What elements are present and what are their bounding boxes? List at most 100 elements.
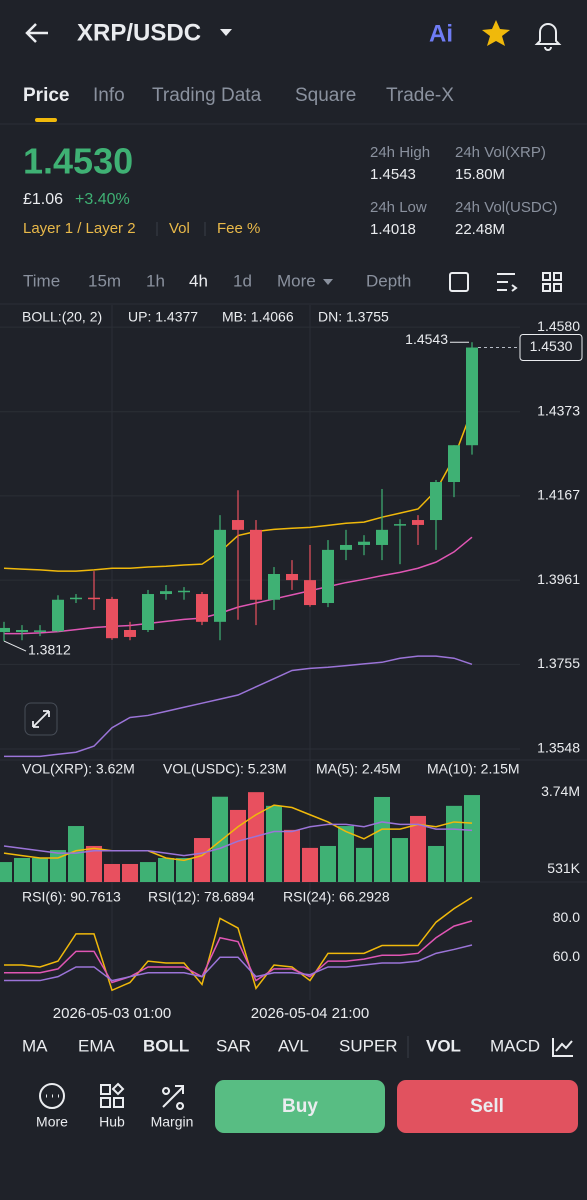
x-tick-label: 2026-05-03 01:00 <box>53 1005 171 1022</box>
legend-entry: UP: 1.4377 <box>128 309 198 325</box>
tag[interactable]: Layer 1 / Layer 2 <box>23 220 136 237</box>
candle-body <box>214 529 226 622</box>
tab[interactable]: Info <box>93 85 125 106</box>
expand-button[interactable] <box>24 702 58 736</box>
candle-body <box>340 544 352 550</box>
indicator-line <box>4 944 473 982</box>
candle-body <box>466 347 478 446</box>
candle-body <box>106 598 118 639</box>
volume-bar <box>194 838 210 882</box>
indicator-tab[interactable]: EMA <box>78 1036 116 1055</box>
stat-label: 24h Vol(XRP) <box>455 144 546 161</box>
candle-body <box>88 597 100 600</box>
indicator-tab[interactable]: BOLL <box>143 1036 189 1055</box>
high-label: 1.4543 <box>405 331 448 347</box>
volume-bar <box>428 845 444 882</box>
more-caret[interactable] <box>323 279 333 285</box>
legend-entry: MA(10): 2.15M <box>427 761 520 777</box>
volume-bar <box>32 857 48 882</box>
action-label[interactable]: Hub <box>99 1114 125 1130</box>
candle-body <box>178 590 190 593</box>
interval[interactable]: 1d <box>233 271 252 290</box>
y-tick-label: 1.3961 <box>537 571 580 587</box>
chart-settings[interactable] <box>497 273 518 292</box>
volume-bar <box>158 857 174 882</box>
y-tick-label: 1.3755 <box>537 655 580 671</box>
tab[interactable]: Trade-X <box>386 85 454 106</box>
legend-entry: VOL(USDC): 5.23M <box>163 761 287 777</box>
y-tick-label: 1.4580 <box>537 318 580 334</box>
action-label[interactable]: Margin <box>151 1114 194 1130</box>
legend-entry: RSI(24): 66.2928 <box>283 889 390 905</box>
y-tick-label: 60.0 <box>553 948 580 964</box>
charts: 2026-05-03 01:00 2026-05-04 21:00 1.4580 1.… <box>0 305 583 1022</box>
back-button[interactable] <box>25 23 48 43</box>
volume-bar <box>230 809 246 882</box>
volume-bar <box>212 796 228 882</box>
volume-bar <box>14 857 30 882</box>
tag[interactable]: Fee % <box>217 220 260 237</box>
candle-body <box>160 591 172 595</box>
volume-bar <box>104 863 120 882</box>
indicator-tab[interactable]: AVL <box>278 1036 309 1055</box>
action-label[interactable]: More <box>36 1114 68 1130</box>
indicator-settings[interactable] <box>552 1038 573 1057</box>
candle-body <box>376 529 388 545</box>
legend-entry: RSI(6): 90.7613 <box>22 889 121 905</box>
buy-button[interactable] <box>215 1080 385 1133</box>
buy-label[interactable]: Buy <box>282 1096 318 1117</box>
fiat-price: £1.06 <box>23 191 63 208</box>
alert-bell[interactable] <box>534 23 562 51</box>
interval[interactable]: More <box>277 271 316 290</box>
candle-body <box>34 630 46 632</box>
volume-bar <box>140 862 156 882</box>
interval[interactable]: Time <box>23 271 60 290</box>
y-tick-label: 3.74M <box>541 783 580 799</box>
interval[interactable]: 15m <box>88 271 121 290</box>
candle-body <box>232 520 244 530</box>
pair-title[interactable]: XRP/USDC <box>77 19 201 46</box>
more-icon[interactable] <box>39 1083 65 1109</box>
tag[interactable]: Vol <box>169 220 190 237</box>
indicator-tab[interactable]: VOL <box>426 1036 461 1055</box>
y-tick-label: 80.0 <box>553 909 580 925</box>
legend-entry: MB: 1.4066 <box>222 309 294 325</box>
indicator-line <box>4 655 473 758</box>
pair-caret[interactable] <box>220 29 232 36</box>
y-tick-label: 1.4167 <box>537 487 580 503</box>
indicator-tab[interactable]: MACD <box>490 1036 540 1055</box>
layout-toggle[interactable] <box>542 272 562 292</box>
indicator-tab[interactable]: SUPER <box>339 1036 398 1055</box>
tab[interactable]: Price <box>23 85 69 106</box>
sell-button[interactable] <box>397 1080 578 1133</box>
low-label: 1.3812 <box>28 642 71 658</box>
volume-bar <box>338 826 354 882</box>
stat-value: 15.80M <box>455 166 505 183</box>
interval[interactable]: 4h <box>189 271 208 290</box>
volume-bar <box>176 857 192 882</box>
interval[interactable]: Depth <box>366 271 411 290</box>
candle-body <box>52 599 64 632</box>
y-tick-label: 1.3548 <box>537 740 580 756</box>
candle-body <box>268 573 280 600</box>
tab[interactable]: Square <box>295 85 356 106</box>
candle-body <box>430 482 442 521</box>
last-price-label: 1.4530 <box>530 338 573 354</box>
interval[interactable]: 1h <box>146 271 165 290</box>
candle-body <box>304 580 316 606</box>
sell-label[interactable]: Sell <box>470 1096 504 1117</box>
volume-bar <box>302 847 318 882</box>
tab[interactable]: Trading Data <box>152 85 262 106</box>
favorite-star[interactable] <box>482 20 510 46</box>
indicator-line <box>4 920 473 984</box>
indicator-line <box>4 896 473 992</box>
candle-body <box>358 541 370 545</box>
chart-tool[interactable] <box>449 272 469 292</box>
ai-button[interactable]: Ai <box>429 20 453 47</box>
margin-icon[interactable] <box>162 1085 185 1110</box>
hub-icon[interactable] <box>100 1082 125 1108</box>
indicator-tab[interactable]: SAR <box>216 1036 251 1055</box>
volume-bar <box>374 796 390 882</box>
indicator-tab[interactable]: MA <box>22 1036 48 1055</box>
